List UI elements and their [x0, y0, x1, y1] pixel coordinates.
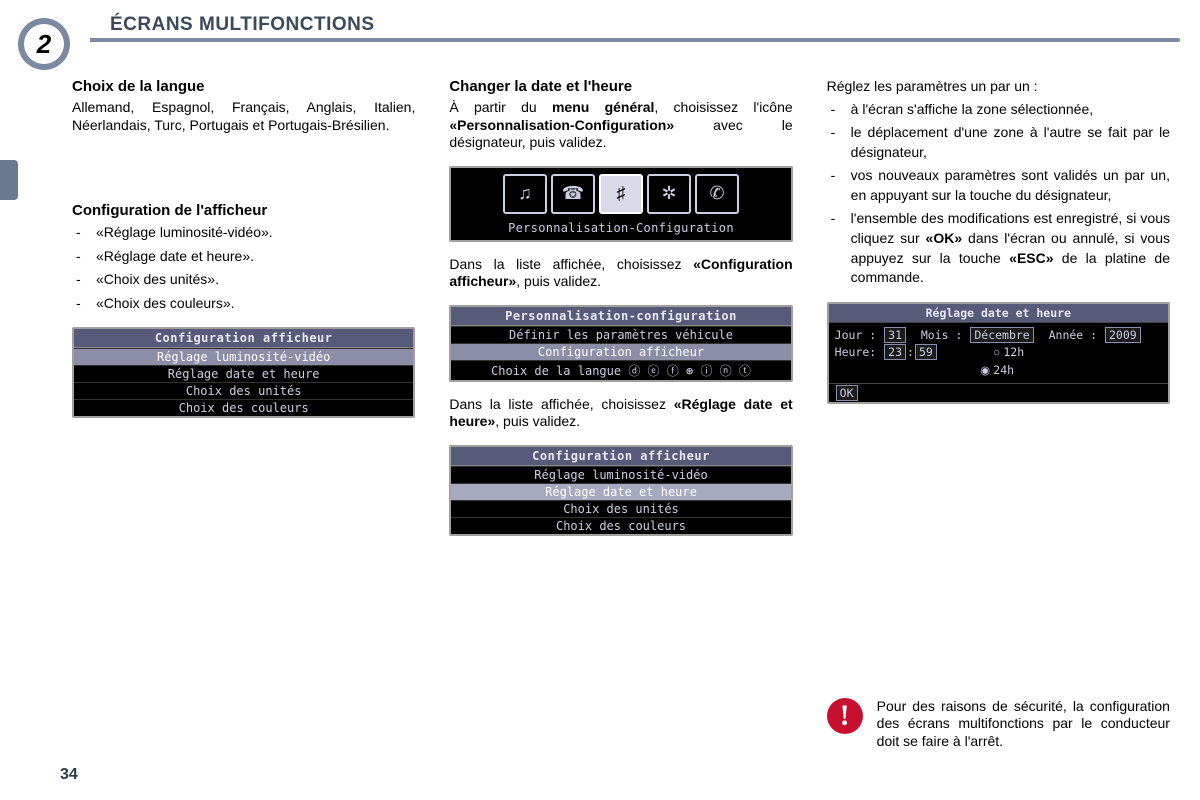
heure-mm: 59	[915, 344, 937, 360]
date-row-2: Heure: 23:59 ○ 12h	[835, 344, 1162, 362]
warning-text: Pour des raisons de sécurité, la configu…	[877, 698, 1170, 751]
chapter-number: 2	[24, 24, 64, 64]
config-item: «Choix des couleurs».	[72, 294, 415, 314]
text: , choisissez l'icône	[654, 99, 792, 115]
text-bold: menu général	[552, 99, 654, 115]
radio-12h-icon: ○	[993, 347, 1003, 359]
screen-header: Configuration afficheur	[451, 447, 790, 466]
column-1: Choix de la langue Allemand, Espagnol, F…	[72, 78, 415, 750]
mois-label: Mois :	[921, 328, 963, 342]
change-p2: Dans la liste affichée, choisissez «Conf…	[449, 256, 792, 291]
date-row-1: Jour : 31 Mois : Décembre Année : 2009	[835, 327, 1162, 344]
config-item: «Réglage luminosité-vidéo».	[72, 223, 415, 243]
settings-gear-icon: ✲	[647, 174, 691, 214]
warning-block: ! Pour des raisons de sécurité, la confi…	[827, 698, 1170, 751]
params-item: à l'écran s'affiche la zone sélectionnée…	[827, 100, 1170, 120]
params-item: l'ensemble des modifications est enregis…	[827, 209, 1170, 287]
opt-24h: 24h	[993, 363, 1014, 377]
column-3: Réglez les paramètres un par un : à l'éc…	[827, 78, 1170, 750]
screen-row: Choix des unités	[74, 382, 413, 399]
annee-label: Année :	[1049, 328, 1097, 342]
radio-24h-icon: ◉	[980, 365, 993, 377]
params-item: le déplacement d'une zone à l'autre se f…	[827, 123, 1170, 162]
screen-row: Réglage date et heure	[451, 483, 790, 500]
screen-row: Choix de la langue ⓓ ⓔ ⓕ ⊛ ⓘ ⓝ ⓣ	[451, 360, 790, 380]
text-bold: «OK»	[926, 230, 963, 246]
opt-12h: 12h	[1003, 345, 1024, 359]
screen-row: Choix des couleurs	[451, 517, 790, 534]
phonebook-icon: ☎	[551, 174, 595, 214]
text: Dans la liste affichée, choisissez	[449, 256, 693, 272]
page-title: ÉCRANS MULTIFONCTIONS	[110, 14, 375, 36]
params-item: vos nouveaux paramètres sont validés un …	[827, 166, 1170, 205]
config-list: «Réglage luminosité-vidéo». «Réglage dat…	[72, 223, 415, 313]
music-icon: ♫	[503, 174, 547, 214]
side-tab	[0, 160, 18, 200]
screen-row: Réglage date et heure	[74, 365, 413, 382]
ok-button-label: OK	[836, 385, 858, 401]
phone-icon: ✆	[695, 174, 739, 214]
annee-value: 2009	[1105, 327, 1141, 343]
icon-caption: Personnalisation-Configuration	[457, 218, 784, 240]
change-p3: Dans la liste affichée, choisissez «Régl…	[449, 396, 792, 431]
screen-row: Réglage luminosité-vidéo	[74, 348, 413, 365]
screen-row: Choix des unités	[451, 500, 790, 517]
screen-header: Réglage date et heure	[829, 304, 1168, 323]
screen-row: Configuration afficheur	[451, 343, 790, 360]
text: À partir du	[449, 99, 552, 115]
screen-row: Choix des couleurs	[74, 399, 413, 416]
text-bold: «Personnalisation-Configuration»	[449, 117, 674, 133]
screen-date-heure: Réglage date et heure Jour : 31 Mois : D…	[827, 302, 1170, 404]
date-row-3: ◉ 24h	[835, 362, 1162, 380]
screen-header: Personnalisation-configuration	[451, 307, 790, 326]
jour-label: Jour :	[835, 328, 877, 342]
config-title: Configuration de l'afficheur	[72, 202, 415, 219]
screen-config-afficheur-2: Configuration afficheur Réglage luminosi…	[449, 445, 792, 536]
lang-para: Allemand, Espagnol, Français, Anglais, I…	[72, 99, 415, 134]
screen-main-menu-icons: ♫ ☎ ♯ ✲ ✆ Personnalisation-Configuration	[449, 166, 792, 242]
screen-personnalisation: Personnalisation-configuration Définir l…	[449, 305, 792, 382]
config-item: «Choix des unités».	[72, 270, 415, 290]
column-2: Changer la date et l'heure À partir du m…	[449, 78, 792, 750]
text: , puis validez.	[516, 273, 601, 289]
page-header: ÉCRANS MULTIFONCTIONS 2	[0, 18, 1180, 42]
text: , puis validez.	[495, 413, 580, 429]
mois-value: Décembre	[970, 327, 1033, 343]
chapter-badge: 2	[18, 18, 70, 70]
params-intro: Réglez les paramètres un par un :	[827, 78, 1170, 96]
params-list: à l'écran s'affiche la zone sélectionnée…	[827, 100, 1170, 288]
heure-hh: 23	[884, 344, 906, 360]
change-p1: À partir du menu général, choisissez l'i…	[449, 99, 792, 152]
screen-config-afficheur-1: Configuration afficheur Réglage luminosi…	[72, 327, 415, 418]
text: Dans la liste affichée, choisissez	[449, 396, 673, 412]
screen-row: Définir les paramètres véhicule	[451, 326, 790, 343]
header-rule	[90, 38, 1180, 42]
config-item: «Réglage date et heure».	[72, 247, 415, 267]
ok-row: OK	[829, 383, 1168, 402]
lang-title: Choix de la langue	[72, 78, 415, 95]
text-bold: «ESC»	[1009, 250, 1053, 266]
heure-label: Heure:	[835, 345, 877, 359]
page-number: 34	[60, 766, 78, 784]
change-title: Changer la date et l'heure	[449, 78, 792, 95]
jour-value: 31	[884, 327, 906, 343]
screen-row: Réglage luminosité-vidéo	[451, 466, 790, 483]
warning-icon: !	[827, 698, 863, 734]
sliders-icon: ♯	[599, 174, 643, 214]
screen-header: Configuration afficheur	[74, 329, 413, 348]
